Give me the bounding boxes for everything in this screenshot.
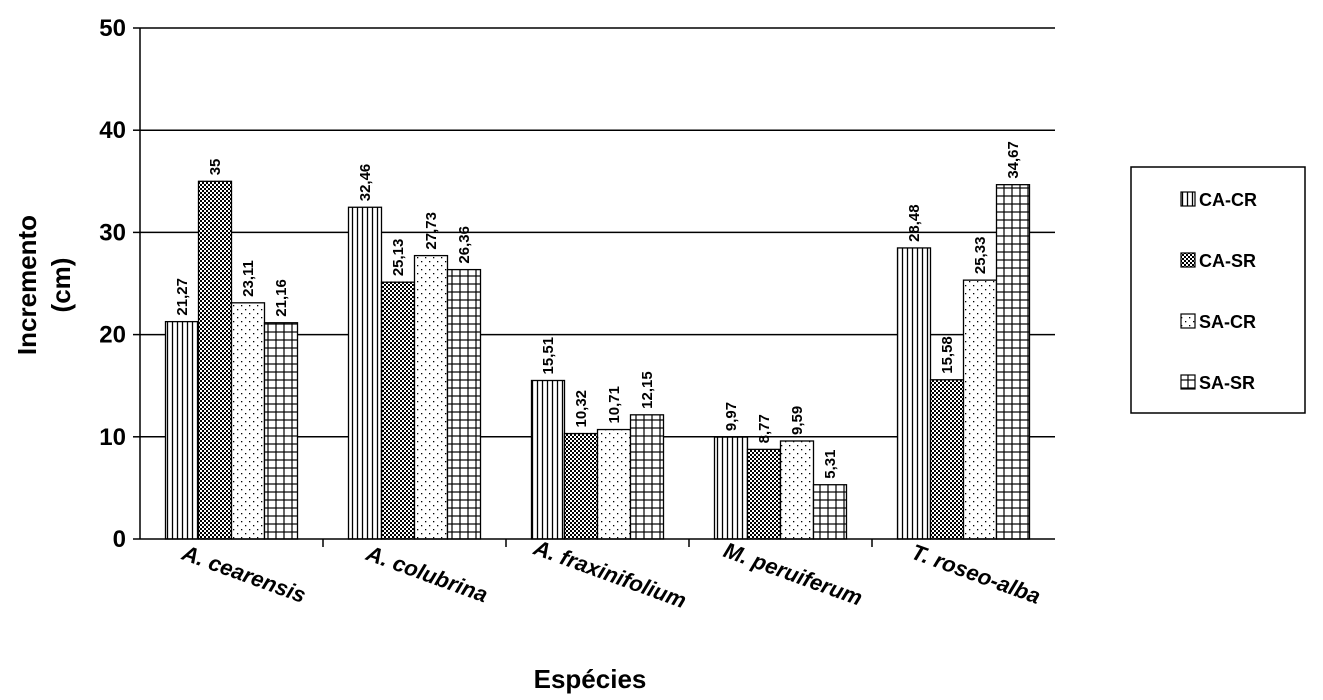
y-tick-label: 50 [99, 15, 126, 42]
bar-sa-sr [446, 268, 482, 540]
legend-label-ca-sr: CA-SR [1199, 251, 1256, 271]
data-label: 9,59 [789, 406, 806, 435]
bar-ca-sr [746, 448, 782, 540]
legend-box [1130, 166, 1306, 414]
bar-ca-cr [896, 247, 932, 540]
bar-ca-sr [197, 180, 233, 540]
bar-sa-sr [812, 484, 848, 540]
bar-ca-sr [563, 432, 599, 540]
bar-sa-cr [230, 302, 266, 540]
data-label: 32,46 [357, 164, 374, 202]
bar-ca-sr [929, 379, 965, 540]
x-tick-label: M. peruiferum [720, 537, 865, 610]
data-label: 10,32 [573, 390, 590, 428]
y-tick-label: 20 [99, 322, 126, 349]
x-tick-label: T. roseo-alba [908, 539, 1044, 609]
data-label: 9,97 [723, 402, 740, 431]
data-label: 15,58 [939, 336, 956, 374]
data-label: 21,27 [174, 278, 191, 316]
y-tick-label: 10 [99, 424, 126, 451]
legend-swatch-ca-sr [1180, 252, 1196, 268]
data-label: 12,15 [639, 371, 656, 409]
bar-ca-sr [380, 281, 416, 540]
data-labels: 21,27 35 23,11 21,16 32,46 25,13 27,73 26,36 15,… [174, 141, 1022, 479]
data-label: 5,31 [822, 450, 839, 479]
data-label: 28,48 [906, 204, 923, 242]
y-tick-label: 0 [113, 526, 126, 553]
x-tick-label: A. colubrina [362, 540, 491, 607]
bar-ca-cr [347, 206, 383, 540]
x-tick-label: A. cearensis [178, 540, 309, 608]
legend: CA-CR CA-SR SA-CR SA-SR [1130, 166, 1306, 414]
bar-sa-sr [629, 414, 665, 540]
x-tick-label: A. fraxinifolium [530, 534, 690, 613]
bar-ca-cr [713, 436, 749, 540]
data-label: 25,13 [390, 239, 407, 277]
data-label: 35 [207, 159, 224, 176]
bar-sa-sr [995, 184, 1031, 540]
legend-swatch-sa-cr [1180, 313, 1196, 329]
legend-label-sa-cr: SA-CR [1199, 312, 1256, 332]
legend-label-sa-sr: SA-SR [1199, 373, 1255, 393]
bars [164, 180, 1031, 540]
legend-swatch-sa-sr [1180, 374, 1196, 390]
data-label: 23,11 [240, 260, 257, 297]
data-label: 25,33 [972, 237, 989, 275]
y-tick-label: 40 [99, 117, 126, 144]
data-label: 34,67 [1005, 141, 1022, 179]
y-axis-title-line-2: (cm) [46, 258, 76, 313]
x-axis-title: Espécies [534, 664, 647, 694]
data-label: 21,16 [273, 279, 290, 317]
data-label: 10,71 [606, 386, 623, 424]
data-label: 8,77 [756, 414, 773, 443]
y-tick-label: 30 [99, 219, 126, 246]
data-label: 26,36 [456, 226, 473, 264]
bar-ca-cr [530, 379, 566, 540]
legend-label-ca-cr: CA-CR [1199, 190, 1257, 210]
data-label: 15,51 [540, 337, 557, 375]
legend-swatch-ca-cr [1180, 191, 1196, 207]
bar-sa-cr [779, 440, 815, 540]
bar-sa-cr [962, 279, 998, 540]
data-label: 27,73 [423, 212, 440, 250]
bar-ca-cr [164, 320, 200, 540]
bar-sa-cr [596, 428, 632, 540]
bar-sa-cr [413, 254, 449, 540]
y-axis-title-line-1: Incremento [12, 215, 42, 355]
bar-sa-sr [263, 322, 299, 540]
